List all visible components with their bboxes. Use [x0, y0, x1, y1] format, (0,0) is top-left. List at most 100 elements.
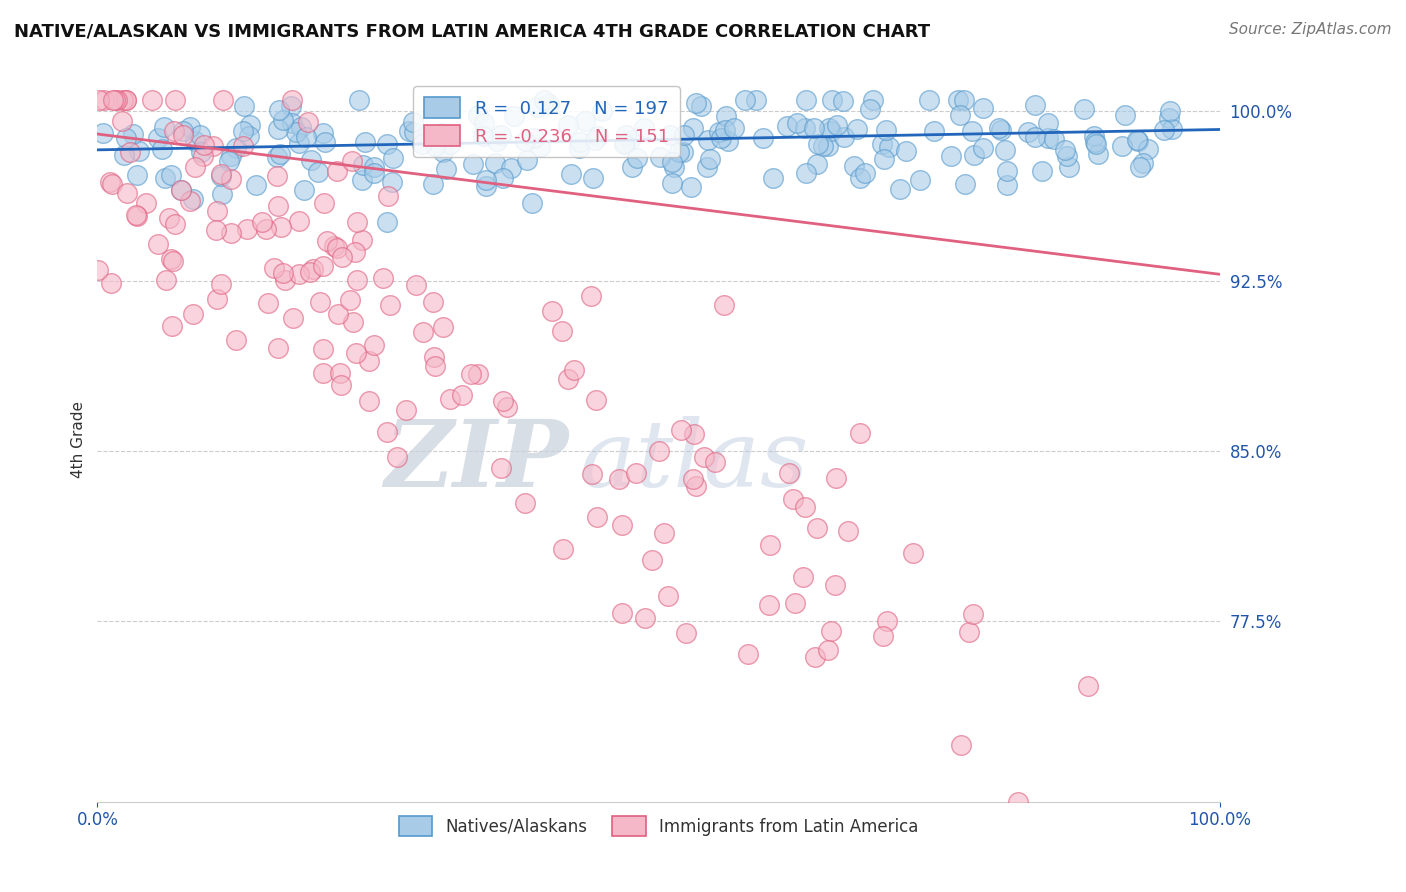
Point	[662, 161, 685, 175]
Point	[209, 277, 232, 292]
Point	[86, 262, 108, 277]
Point	[314, 135, 336, 149]
Point	[263, 261, 285, 276]
Point	[343, 245, 366, 260]
Point	[807, 136, 830, 151]
Point	[583, 133, 606, 147]
Point	[105, 93, 128, 107]
Point	[832, 130, 855, 145]
Point	[713, 298, 735, 312]
Point	[848, 171, 870, 186]
Point	[294, 183, 316, 197]
Point	[385, 450, 408, 465]
Point	[1054, 143, 1077, 157]
Point	[330, 250, 353, 264]
Point	[804, 650, 827, 665]
Point	[125, 209, 148, 223]
Point	[489, 461, 512, 475]
Point	[269, 103, 291, 117]
Point	[1043, 132, 1066, 146]
Point	[100, 277, 122, 291]
Point	[491, 170, 513, 185]
Point	[267, 341, 290, 355]
Point	[146, 236, 169, 251]
Point	[877, 139, 900, 153]
Point	[717, 134, 740, 148]
Point	[862, 93, 884, 107]
Point	[579, 289, 602, 303]
Point	[696, 133, 718, 147]
Point	[471, 129, 494, 144]
Point	[516, 153, 538, 167]
Point	[212, 93, 235, 107]
Point	[922, 124, 945, 138]
Point	[652, 525, 675, 540]
Point	[146, 131, 169, 145]
Point	[876, 614, 898, 628]
Point	[952, 93, 974, 107]
Point	[626, 151, 648, 165]
Point	[610, 606, 633, 620]
Point	[533, 93, 555, 107]
Point	[205, 204, 228, 219]
Point	[1160, 121, 1182, 136]
Point	[574, 113, 596, 128]
Point	[162, 253, 184, 268]
Point	[1024, 130, 1046, 145]
Point	[211, 186, 233, 201]
Point	[375, 425, 398, 439]
Point	[363, 338, 385, 352]
Point	[160, 168, 183, 182]
Point	[699, 152, 721, 166]
Point	[672, 145, 695, 159]
Point	[489, 128, 512, 142]
Point	[496, 401, 519, 415]
Point	[994, 143, 1017, 157]
Point	[377, 137, 399, 152]
Point	[463, 156, 485, 170]
Point	[962, 124, 984, 138]
Point	[585, 393, 607, 408]
Point	[346, 273, 368, 287]
Point	[1126, 133, 1149, 147]
Point	[299, 153, 322, 168]
Point	[529, 140, 551, 154]
Point	[657, 589, 679, 603]
Point	[1157, 112, 1180, 126]
Point	[115, 93, 138, 107]
Point	[352, 158, 374, 172]
Point	[761, 170, 783, 185]
Point	[987, 121, 1010, 136]
Point	[758, 598, 780, 612]
Point	[315, 234, 337, 248]
Point	[209, 167, 232, 181]
Point	[641, 553, 664, 567]
Point	[127, 168, 149, 182]
Point	[325, 164, 347, 178]
Point	[467, 367, 489, 381]
Point	[307, 165, 329, 179]
Point	[647, 443, 669, 458]
Point	[125, 208, 148, 222]
Point	[551, 542, 574, 557]
Point	[889, 182, 911, 196]
Point	[990, 123, 1012, 137]
Point	[121, 128, 143, 142]
Point	[98, 175, 121, 189]
Point	[634, 611, 657, 625]
Point	[312, 342, 335, 356]
Point	[693, 450, 716, 464]
Point	[1085, 136, 1108, 151]
Point	[450, 388, 472, 402]
Point	[1132, 155, 1154, 169]
Point	[209, 169, 232, 183]
Point	[1077, 679, 1099, 693]
Point	[422, 350, 444, 364]
Point	[233, 99, 256, 113]
Point	[824, 578, 846, 592]
Point	[613, 136, 636, 151]
Point	[405, 277, 427, 292]
Point	[238, 129, 260, 144]
Point	[153, 120, 176, 134]
Point	[806, 157, 828, 171]
